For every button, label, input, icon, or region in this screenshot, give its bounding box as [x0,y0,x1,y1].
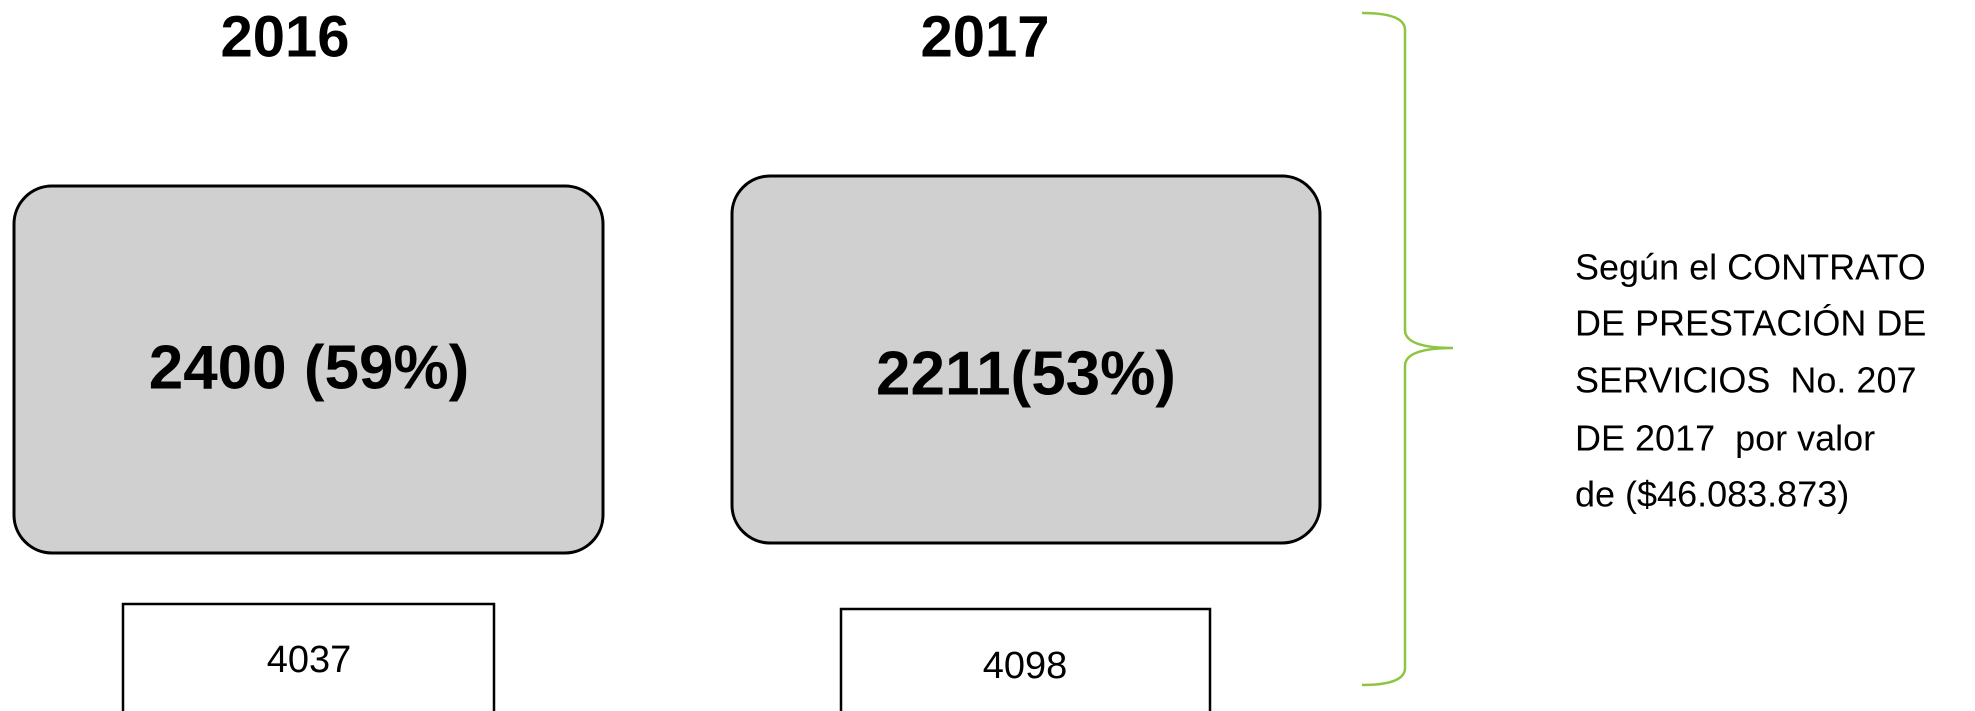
total-text: 4037 [267,639,352,681]
note-line: Según el CONTRATO [1575,247,1926,288]
total-text: 4098 [983,645,1068,687]
total-box [839,607,1212,711]
summary-box [730,174,1322,545]
year-heading: 2016 [220,4,349,69]
note-line: de ($46.083.873) [1575,474,1849,515]
summary-text: 2400 (59%) [149,333,470,402]
year-heading: 2017 [920,4,1049,69]
total-box [121,602,496,711]
summary-text: 2211(53%) [876,339,1176,408]
note-line: DE PRESTACIÓN DE [1575,303,1926,344]
summary-box [12,184,605,555]
note-line: SERVICIOS No. 207 [1575,360,1917,401]
brace [1361,11,1454,687]
note-line: DE 2017 por valor [1575,418,1875,459]
